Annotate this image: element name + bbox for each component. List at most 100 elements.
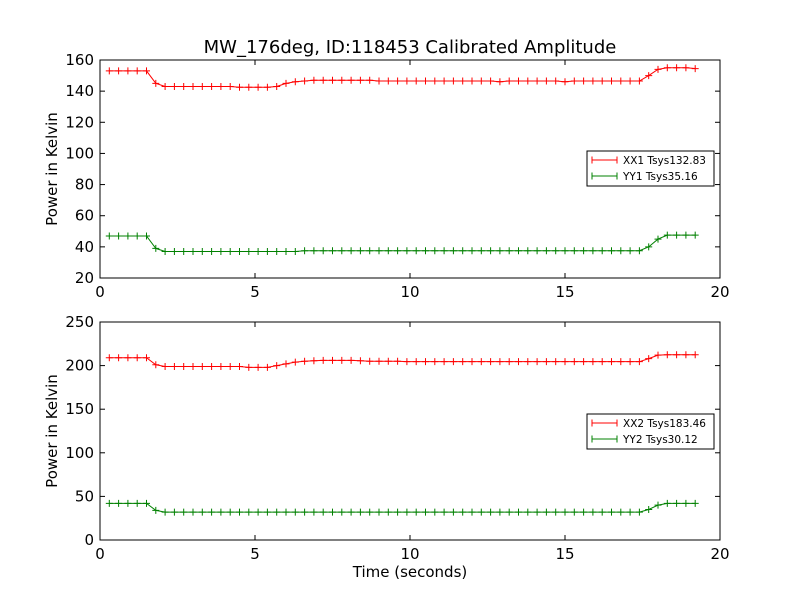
data-point	[301, 77, 309, 85]
data-point	[394, 357, 402, 365]
data-point	[245, 248, 253, 256]
data-point	[338, 247, 346, 255]
data-point	[542, 508, 550, 516]
data-point	[635, 358, 643, 366]
data-point	[384, 77, 392, 85]
data-point	[617, 247, 625, 255]
data-point	[356, 76, 364, 84]
y-tick-label: 0	[84, 531, 94, 549]
data-point	[198, 248, 206, 256]
y-tick-label: 150	[65, 400, 94, 418]
data-point	[589, 508, 597, 516]
data-point	[301, 508, 309, 516]
data-point	[263, 83, 271, 91]
data-point	[273, 248, 281, 256]
data-point	[366, 357, 374, 365]
data-point	[459, 77, 467, 85]
data-point	[273, 508, 281, 516]
data-point	[487, 508, 495, 516]
legend: XX1 Tsys132.83 YY1 Tsys35.16	[586, 150, 715, 187]
data-point	[635, 77, 643, 85]
y-tick-label: 250	[65, 313, 94, 331]
x-tick-label: 5	[250, 283, 260, 301]
legend-marker-2	[591, 172, 618, 180]
data-point	[673, 351, 681, 359]
data-point	[375, 247, 383, 255]
data-point	[459, 247, 467, 255]
data-point	[263, 248, 271, 256]
data-point	[282, 248, 290, 256]
data-point	[152, 361, 160, 369]
data-point	[412, 508, 420, 516]
data-point	[366, 76, 374, 84]
data-point	[440, 247, 448, 255]
data-point	[161, 248, 169, 256]
data-point	[189, 362, 197, 370]
data-point	[338, 508, 346, 516]
data-point	[431, 77, 439, 85]
data-point	[347, 508, 355, 516]
data-point	[505, 77, 513, 85]
x-tick-label: 0	[95, 545, 105, 563]
legend-label-2: YY2 Tsys30.12	[622, 434, 698, 446]
data-point	[533, 77, 541, 85]
data-point	[329, 76, 336, 84]
data-point	[468, 77, 476, 85]
data-point	[124, 232, 132, 240]
data-point	[226, 248, 234, 256]
x-tick-label: 15	[555, 545, 574, 563]
data-point	[542, 358, 550, 366]
data-point	[431, 247, 439, 255]
data-point	[533, 508, 541, 516]
data-point	[561, 508, 569, 516]
y-tick-label: 160	[65, 51, 94, 69]
data-point	[208, 508, 216, 516]
data-point	[449, 247, 457, 255]
data-point	[236, 362, 243, 370]
data-point	[691, 499, 699, 507]
data-point	[105, 499, 113, 507]
data-point	[105, 232, 113, 240]
data-point	[254, 248, 262, 256]
data-point	[412, 358, 420, 366]
data-point	[589, 358, 597, 366]
data-point	[254, 363, 262, 371]
data-point	[133, 67, 141, 75]
x-tick-label: 15	[555, 283, 574, 301]
data-point	[608, 358, 615, 366]
data-point	[282, 508, 290, 516]
legend-label-1: XX2 Tsys183.46	[623, 418, 706, 430]
x-tick-label: 5	[250, 545, 260, 563]
data-point	[143, 499, 150, 507]
data-point	[673, 231, 681, 239]
data-point	[663, 231, 671, 239]
data-point	[338, 356, 346, 364]
data-point	[124, 499, 132, 507]
data-point	[691, 351, 699, 359]
data-point	[273, 362, 281, 370]
data-point	[422, 247, 429, 255]
legend-marker-1	[591, 419, 618, 427]
data-point	[496, 247, 504, 255]
data-point	[403, 77, 411, 85]
data-point	[226, 508, 234, 516]
data-point	[115, 232, 123, 240]
data-point	[189, 82, 197, 90]
data-point	[477, 508, 485, 516]
data-point	[394, 77, 402, 85]
data-point	[403, 358, 411, 366]
data-point	[310, 508, 318, 516]
series-line-2	[109, 234, 696, 253]
data-point	[598, 247, 606, 255]
y-tick-label: 60	[75, 207, 94, 225]
data-point	[143, 67, 150, 75]
legend-label-2: YY1 Tsys35.16	[622, 171, 698, 183]
data-point	[468, 508, 476, 516]
legend-label-1: XX1 Tsys132.83	[623, 155, 706, 167]
data-point	[226, 82, 234, 90]
data-point	[589, 247, 597, 255]
data-point	[673, 499, 681, 507]
data-point	[654, 501, 662, 509]
